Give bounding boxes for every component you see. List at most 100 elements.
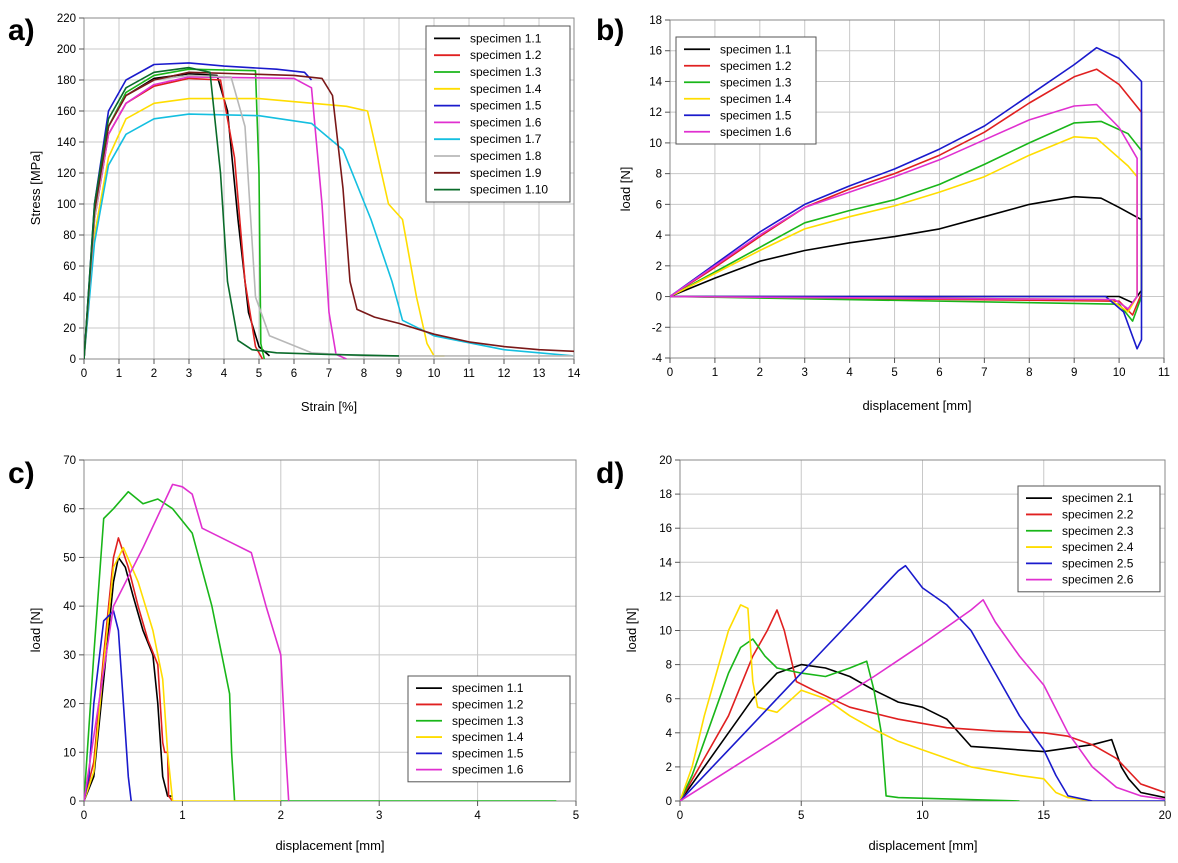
panel-label: d): [596, 457, 624, 490]
series-line: [84, 546, 281, 801]
series-line: [670, 46, 1143, 350]
x-tick-label: 4: [846, 367, 853, 379]
panel-b: 0 1 2 3 4 5 6 7 8 9 10 11-4-2024681012141618displac…: [596, 14, 1170, 413]
series-line: [670, 136, 1138, 313]
y-tick-label: 18: [649, 15, 662, 27]
y-tick-label: 160: [57, 106, 76, 118]
x-tick-label: 2: [757, 367, 763, 379]
y-tick-label: 60: [63, 504, 76, 516]
series-line: [670, 120, 1143, 322]
legend: specimen 1.1 specimen 1.2 specimen 1.3 spec…: [407, 675, 571, 783]
legend-label: specimen 1.10: [470, 183, 548, 197]
x-tick-label: 11: [463, 368, 475, 380]
x-tick-label: 14: [568, 368, 581, 380]
x-tick-label: 0: [677, 810, 683, 822]
y-tick-label: 120: [57, 168, 76, 180]
panel-label: c): [8, 457, 35, 490]
y-tick-label: 70: [63, 455, 76, 467]
legend-label: specimen 1.4: [470, 82, 542, 96]
y-axis-title: Stress [MPa]: [28, 151, 43, 225]
legend-label: specimen 2.3: [1062, 524, 1134, 538]
x-tick-label: 8: [361, 368, 367, 380]
y-tick-label: 100: [57, 199, 76, 211]
x-tick-label: 0: [81, 810, 87, 822]
y-tick-label: 180: [57, 75, 76, 87]
series-group: [84, 62, 574, 359]
y-tick-label: 0: [70, 354, 76, 366]
x-tick-label: 7: [326, 368, 332, 380]
legend-label: specimen 1.7: [470, 132, 542, 146]
series-line: [84, 483, 290, 801]
legend-label: specimen 2.6: [1062, 573, 1134, 587]
x-tick-label: 4: [474, 810, 481, 822]
legend-label: specimen 1.4: [720, 92, 792, 106]
x-tick-label: 11: [1158, 367, 1170, 379]
y-tick-label: 40: [63, 292, 76, 304]
y-tick-label: 140: [57, 137, 76, 149]
x-tick-label: 4: [221, 368, 228, 380]
series-group: [680, 564, 1165, 801]
legend-label: specimen 1.5: [470, 99, 542, 113]
x-tick-label: 5: [256, 368, 262, 380]
x-tick-label: 3: [186, 368, 192, 380]
x-tick-label: 0: [667, 367, 673, 379]
legend-label: specimen 1.1: [470, 31, 542, 45]
x-tick-label: 5: [573, 810, 579, 822]
legend-label: specimen 2.4: [1062, 540, 1134, 554]
x-tick-label: 6: [291, 368, 297, 380]
series-line: [670, 103, 1138, 310]
series-group: [670, 46, 1143, 350]
y-tick-label: 2: [666, 762, 672, 774]
series-group: [84, 483, 557, 801]
series-line: [84, 66, 400, 359]
x-tick-label: 12: [498, 368, 511, 380]
legend: specimen 2.1 specimen 2.2 specimen 2.3 spec…: [1017, 485, 1161, 593]
x-tick-label: 9: [1071, 367, 1077, 379]
x-tick-label: 8: [1026, 367, 1032, 379]
y-tick-label: 18: [659, 489, 672, 501]
series-line: [680, 564, 1165, 801]
x-axis-title: displacement [mm]: [275, 838, 384, 853]
y-tick-label: 20: [659, 455, 672, 467]
x-tick-label: 3: [802, 367, 808, 379]
y-tick-label: 8: [666, 660, 672, 672]
y-tick-label: 20: [63, 699, 76, 711]
series-line: [680, 598, 1165, 801]
y-tick-label: 0: [656, 292, 662, 304]
y-tick-label: 200: [57, 44, 76, 56]
panel-label: a): [8, 14, 35, 47]
series-line: [84, 97, 445, 359]
x-tick-label: 10: [1113, 367, 1126, 379]
y-tick-label: 30: [63, 650, 76, 662]
legend-label: specimen 2.2: [1062, 507, 1134, 521]
legend-label: specimen 1.3: [452, 714, 524, 728]
x-tick-label: 5: [891, 367, 897, 379]
legend-box: [1017, 485, 1161, 593]
y-tick-label: 12: [659, 591, 672, 603]
y-tick-label: 60: [63, 261, 76, 273]
series-line: [670, 195, 1143, 304]
x-tick-label: 20: [1159, 810, 1172, 822]
x-tick-label: 1: [116, 368, 122, 380]
y-tick-label: 14: [659, 557, 672, 569]
panel-d: 0 5 10 15 20 0 2 4 6 8 10 12 14 16 18 20 displacement [m…: [596, 455, 1171, 853]
panel-label: b): [596, 14, 624, 47]
legend-label: specimen 1.2: [720, 59, 792, 73]
legend-label: specimen 1.6: [720, 125, 792, 139]
panel-a: 0 1 2 3 4 5 6 7 8 9 10 11 12 13 1402040608010012014016…: [8, 13, 581, 414]
legend-label: specimen 1.6: [470, 115, 542, 129]
legend-label: specimen 1.5: [452, 746, 524, 760]
legend-label: specimen 2.1: [1062, 491, 1134, 505]
y-axis-title: load [N]: [28, 608, 43, 653]
y-tick-label: -2: [652, 322, 662, 334]
legend-label: specimen 1.8: [470, 149, 542, 163]
y-tick-label: -4: [652, 353, 663, 365]
x-tick-label: 0: [81, 368, 87, 380]
y-tick-label: 16: [649, 46, 662, 58]
legend-label: specimen 1.2: [470, 48, 542, 62]
x-tick-label: 3: [376, 810, 382, 822]
y-axis-title: load [N]: [618, 167, 633, 212]
x-axis-title: displacement [mm]: [862, 398, 971, 413]
legend-label: specimen 1.4: [452, 730, 524, 744]
